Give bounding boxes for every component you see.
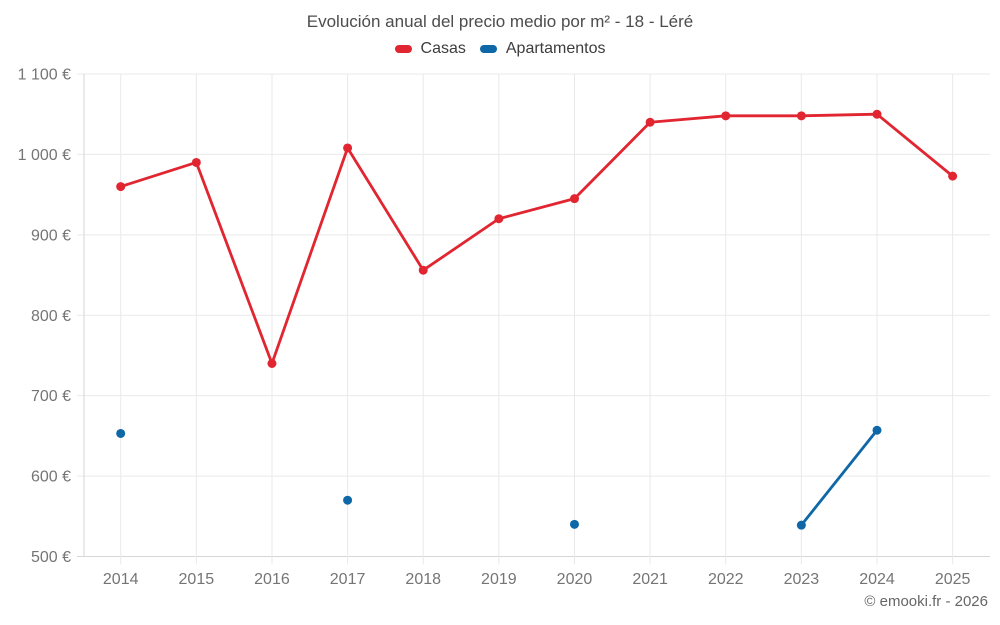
legend-item-casas[interactable]: Casas (394, 40, 466, 58)
x-tick-label: 2017 (330, 571, 366, 588)
series-apartamentos (116, 425, 882, 530)
y-tick-label: 500 € (31, 549, 71, 566)
y-tick-label: 700 € (31, 388, 71, 405)
data-point (343, 143, 353, 153)
x-tick-label: 2014 (103, 571, 139, 588)
legend-item-apartamentos[interactable]: Apartamentos (479, 40, 606, 58)
x-tick-label: 2018 (405, 571, 441, 588)
data-point (191, 157, 201, 167)
data-point (796, 111, 806, 121)
series-line (800, 429, 879, 527)
y-tick-label: 1 000 € (18, 147, 71, 164)
x-tick-label: 2023 (784, 571, 820, 588)
y-tick-label: 1 100 € (18, 67, 71, 84)
data-point (343, 495, 353, 505)
x-tick-label: 2025 (935, 571, 971, 588)
data-point (645, 117, 655, 127)
footer-credit: © emooki.fr - 2026 (864, 593, 988, 610)
data-point (116, 428, 126, 438)
x-tick-label: 2024 (859, 571, 895, 588)
data-point (569, 519, 579, 529)
data-point (116, 182, 126, 192)
data-point (872, 425, 882, 435)
x-tick-label: 2022 (708, 571, 744, 588)
chart-legend: Casas Apartamentos (0, 40, 1000, 58)
y-grid: 500 € 600 € 700 € 800 € 900 € 1 000 € 1 100 € (18, 67, 990, 566)
data-point (494, 214, 504, 224)
data-point (267, 359, 277, 368)
series-line (120, 112, 954, 365)
legend-item-label: Casas (420, 40, 466, 57)
legend-item-label: Apartamentos (505, 40, 606, 57)
casas-legend-swatch-icon (394, 45, 412, 53)
y-tick-label: 800 € (31, 308, 71, 325)
data-point (872, 109, 882, 119)
data-point (948, 171, 958, 181)
y-tick-label: 900 € (31, 227, 71, 244)
data-point (721, 111, 731, 121)
x-tick-label: 2019 (481, 571, 517, 588)
series-casas (116, 109, 958, 368)
data-point (569, 194, 579, 204)
data-point (796, 520, 806, 530)
chart-title: Evolución anual del precio medio por m² … (306, 12, 694, 31)
x-tick-label: 2016 (254, 571, 290, 588)
y-tick-label: 600 € (31, 469, 71, 486)
x-tick-label: 2015 (179, 571, 215, 588)
x-tick-label: 2021 (632, 571, 668, 588)
apartamentos-legend-swatch-icon (479, 45, 497, 53)
x-tick-label: 2020 (557, 571, 593, 588)
data-point (418, 265, 428, 275)
x-grid: 2014 2015 2016 2017 2018 2019 2020 2021 2022 2023… (103, 74, 971, 588)
